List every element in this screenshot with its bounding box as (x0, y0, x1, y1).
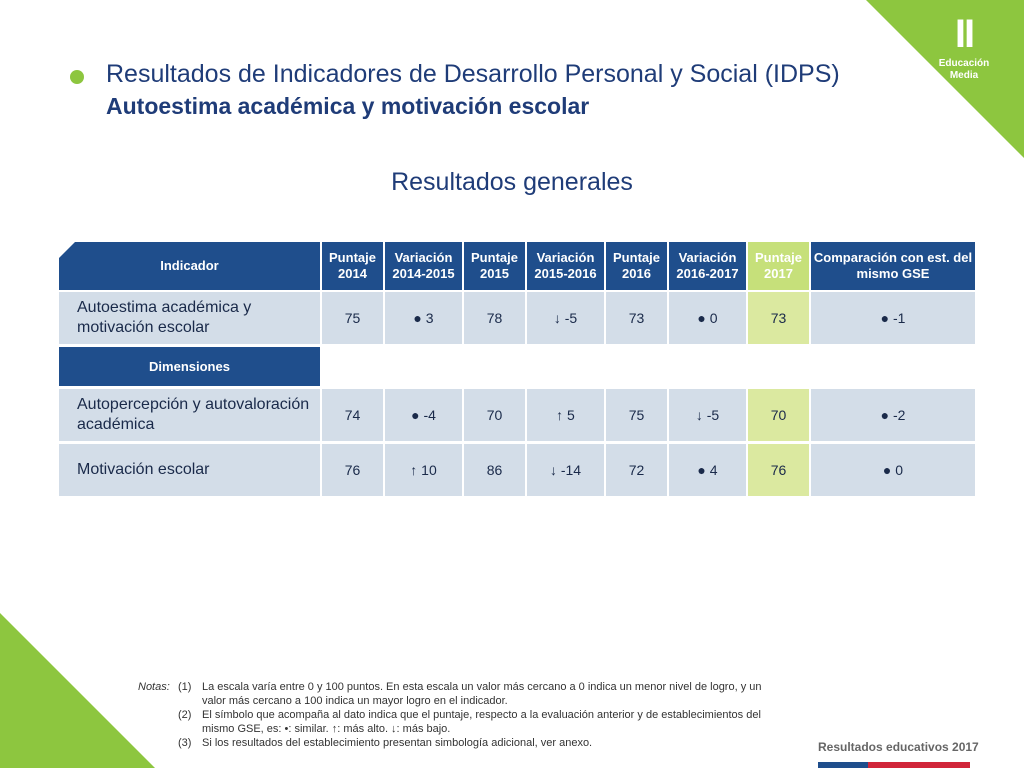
page-title: Resultados de Indicadores de Desarrollo … (106, 60, 840, 88)
cell-puntaje-2016: 73 (606, 292, 667, 344)
header-indicador: Indicador (59, 242, 320, 290)
note-number: (1) (178, 681, 192, 693)
note-number: (2) (178, 709, 192, 721)
cell-puntaje-2016: 75 (606, 389, 667, 441)
header-variacion-2014-2015: Variación 2014-2015 (385, 242, 462, 290)
header-dimensiones: Dimensiones (59, 347, 320, 386)
education-level-logo: II Educación Media (934, 14, 994, 82)
cell-puntaje-2017: 76 (748, 444, 809, 496)
cell-puntaje-2014: 75 (322, 292, 383, 344)
cell-variacion-2014-2015: ↑ 10 (385, 444, 462, 496)
cell-puntaje-2015: 70 (464, 389, 525, 441)
cell-variacion-2015-2016: ↓ -14 (527, 444, 604, 496)
cell-puntaje-2015: 86 (464, 444, 525, 496)
cell-variacion-2014-2015: ● -4 (385, 389, 462, 441)
bullet-dot-icon (70, 70, 84, 84)
cell-variacion-2015-2016: ↓ -5 (527, 292, 604, 344)
footer-source: Resultados educativos 2017 (818, 740, 979, 754)
cell-variacion-2016-2017: ● 4 (669, 444, 746, 496)
cell-comparacion-gse: ● -1 (811, 292, 975, 344)
cell-variacion-2014-2015: ● 3 (385, 292, 462, 344)
note-text: El símbolo que acompaña al dato indica q… (202, 709, 761, 735)
logo-line1: Educación (938, 58, 990, 69)
cell-variacion-2016-2017: ● 0 (669, 292, 746, 344)
row-label-motivacion: Motivación escolar (59, 444, 320, 496)
flag-stripe (818, 762, 970, 768)
cell-puntaje-2017: 70 (748, 389, 809, 441)
page-subtitle-bold: Autoestima académica y motivación escola… (106, 93, 590, 119)
logo-line2: Media (949, 70, 979, 81)
cell-puntaje-2015: 78 (464, 292, 525, 344)
row-label-autopercepcion: Autopercepción y autovaloración académic… (59, 389, 320, 441)
cell-variacion-2015-2016: ↑ 5 (527, 389, 604, 441)
cell-puntaje-2014: 76 (322, 444, 383, 496)
corner-decoration-top-right (866, 0, 1024, 158)
header-puntaje-2016: Puntaje 2016 (606, 242, 667, 290)
cell-comparacion-gse: ● 0 (811, 444, 975, 496)
header-puntaje-2015: Puntaje 2015 (464, 242, 525, 290)
cell-puntaje-2016: 72 (606, 444, 667, 496)
header-comparacion-gse: Comparación con est. del mismo GSE (811, 242, 975, 290)
note-text: La escala varía entre 0 y 100 puntos. En… (202, 681, 762, 707)
row-label-autoestima-motivacion: Autoestima académica y motivación escola… (59, 292, 320, 344)
note-number: (3) (178, 737, 192, 749)
note-text: Si los resultados del establecimiento pr… (202, 737, 593, 749)
section-title: Resultados generales (391, 168, 633, 196)
notes: Notas: (1) La escala varía entre 0 y 100… (138, 680, 762, 750)
cell-puntaje-2017: 73 (748, 292, 809, 344)
cell-comparacion-gse: ● -2 (811, 389, 975, 441)
logo-numeral: II (954, 12, 975, 56)
header-puntaje-2014: Puntaje 2014 (322, 242, 383, 290)
cell-variacion-2016-2017: ↓ -5 (669, 389, 746, 441)
header-variacion-2016-2017: Variación 2016-2017 (669, 242, 746, 290)
notes-label: Notas: (138, 681, 170, 693)
header-variacion-2015-2016: Variación 2015-2016 (527, 242, 604, 290)
header-puntaje-2017: Puntaje 2017 (748, 242, 809, 290)
cell-puntaje-2014: 74 (322, 389, 383, 441)
corner-decoration-bottom-left (0, 613, 155, 768)
